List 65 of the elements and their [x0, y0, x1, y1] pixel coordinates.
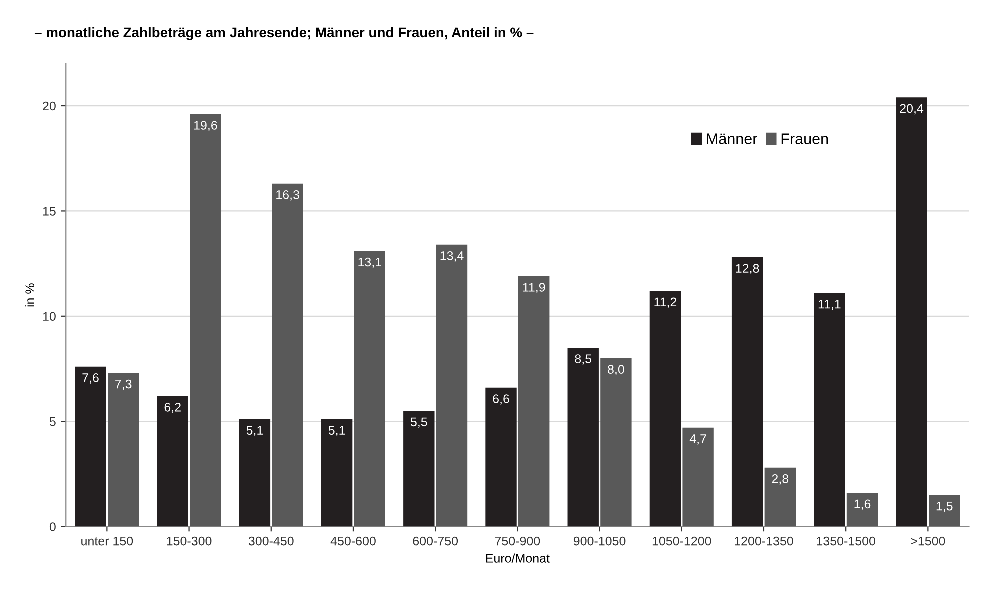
bar — [321, 419, 353, 527]
data-label: 13,4 — [440, 252, 464, 262]
bar — [846, 493, 878, 527]
bar — [929, 495, 960, 527]
data-label: 4,7 — [690, 434, 706, 445]
data-label: 1,6 — [854, 500, 871, 510]
bar — [190, 114, 222, 527]
bar — [75, 366, 106, 527]
x-tick-label: 600-750 — [413, 536, 458, 546]
data-label: 11,1 — [818, 300, 841, 310]
bar — [354, 251, 386, 527]
x-tick-label: 1350-1500 — [817, 536, 876, 546]
data-label: 13,1 — [358, 258, 382, 268]
data-label: 11,9 — [523, 283, 546, 294]
x-tick-label: 150-300 — [167, 536, 212, 546]
bar — [404, 411, 435, 527]
data-label: 7,6 — [82, 374, 99, 384]
y-tick-label: 20 — [43, 102, 56, 111]
chart-title: – monatliche Zahlbeträge am Jahresende; Männer und Frauen, Anteil in % – — [34, 27, 534, 40]
bar — [896, 98, 928, 527]
data-label: 7,3 — [116, 380, 132, 390]
data-label: 19,6 — [194, 121, 218, 132]
data-label: 8,5 — [575, 354, 592, 365]
data-label: 8,0 — [608, 365, 624, 376]
data-label: 11,2 — [654, 298, 677, 308]
bar — [650, 291, 682, 527]
y-axis-title: in % — [25, 284, 34, 307]
bar — [108, 373, 140, 527]
data-label: 2,8 — [772, 474, 789, 485]
bar — [239, 419, 271, 527]
x-tick-label: 900-1050 — [574, 536, 626, 546]
data-label: 12,8 — [736, 264, 760, 274]
data-label: 16,3 — [276, 190, 300, 201]
bar — [272, 184, 304, 527]
bar — [732, 257, 764, 527]
y-tick-label: 10 — [43, 312, 56, 322]
data-label: 5,1 — [328, 426, 346, 436]
y-tick-label: 0 — [50, 522, 56, 532]
x-tick-label: 1200-1350 — [735, 536, 794, 546]
bar — [814, 293, 846, 527]
legend-label: Männer — [707, 134, 758, 144]
bar — [600, 358, 632, 527]
x-tick-label: 750-900 — [495, 536, 540, 546]
data-label: 1,5 — [936, 502, 953, 512]
bar — [157, 396, 188, 527]
x-axis-title: Euro/Monat — [486, 554, 550, 563]
bar — [764, 468, 796, 527]
x-tick-label: 450-600 — [330, 536, 376, 546]
bar — [568, 348, 599, 527]
data-label: 6,2 — [164, 402, 181, 414]
bar — [682, 428, 714, 527]
x-tick-label: 1050-1200 — [652, 536, 712, 546]
x-tick-label: 300-450 — [248, 536, 294, 546]
y-tick-label: 5 — [50, 418, 56, 426]
data-label: 5,1 — [246, 426, 264, 436]
data-label: 5,5 — [410, 418, 428, 428]
legend-label: Frauen — [782, 134, 828, 144]
data-label: 20,4 — [900, 104, 924, 115]
y-tick-label: 15 — [43, 207, 56, 216]
bar — [518, 276, 550, 527]
bar — [436, 244, 468, 527]
bar — [486, 388, 517, 527]
data-label: 6,6 — [493, 394, 510, 405]
x-tick-label: unter 150 — [82, 536, 134, 546]
x-tick-label: >1500 — [911, 536, 946, 546]
